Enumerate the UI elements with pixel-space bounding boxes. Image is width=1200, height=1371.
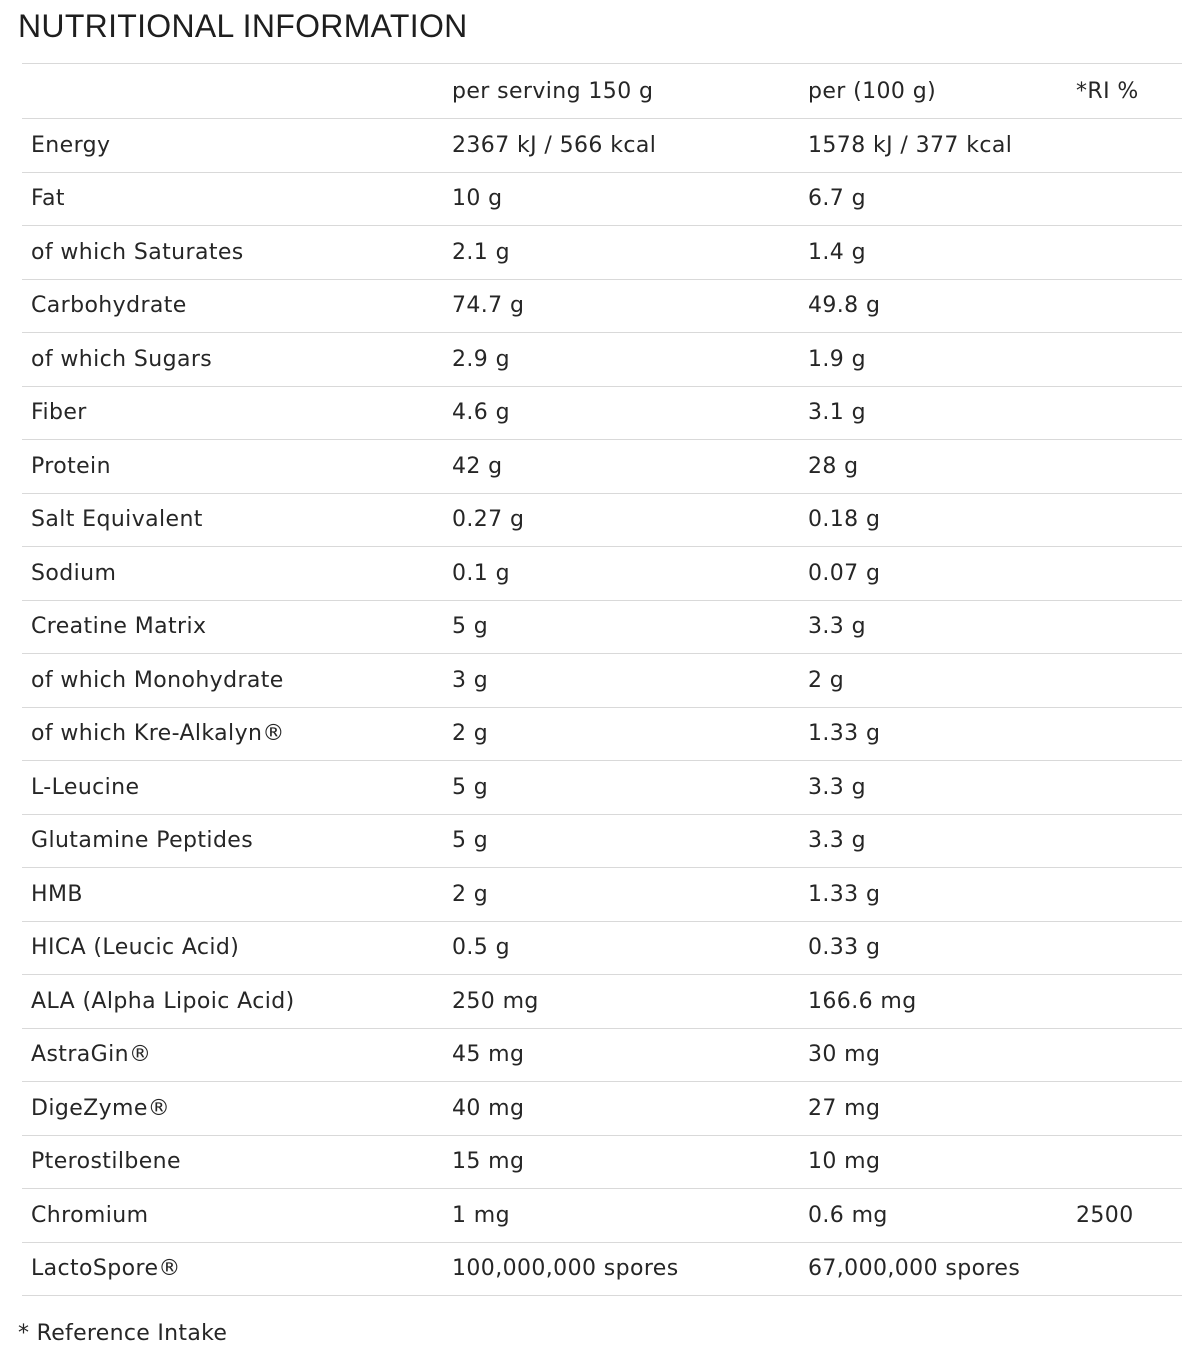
per-100g-value: 30 mg xyxy=(808,1042,881,1068)
per-serving-value: 4.6 g xyxy=(452,400,510,426)
header-ri: *RI % xyxy=(1076,78,1139,104)
per-100g-value: 1.33 g xyxy=(808,881,881,907)
table-row: of which Kre-Alkalyn® 2 g 1.33 g xyxy=(22,708,1182,761)
nutrient-name: Carbohydrate xyxy=(31,293,187,319)
per-100g-value: 2 g xyxy=(808,667,845,693)
per-100g-value: 0.6 mg xyxy=(808,1202,888,1228)
per-serving-value: 74.7 g xyxy=(452,293,525,319)
nutrient-name: HICA (Leucic Acid) xyxy=(31,935,240,961)
per-serving-value: 0.5 g xyxy=(452,935,510,961)
per-100g-value: 27 mg xyxy=(808,1095,881,1121)
nutrient-name: HMB xyxy=(31,881,83,907)
header-per-100g: per (100 g) xyxy=(808,78,937,104)
nutrient-name: Creatine Matrix xyxy=(31,614,207,640)
footnote: * Reference Intake xyxy=(18,1321,228,1346)
per-serving-value: 2.9 g xyxy=(452,346,510,372)
table-row: Protein 42 g 28 g xyxy=(22,440,1182,494)
ri-value: 2500 xyxy=(1076,1202,1134,1228)
nutrient-name: of which Monohydrate xyxy=(31,667,284,693)
nutrient-name: Pterostilbene xyxy=(31,1149,181,1175)
per-serving-value: 2 g xyxy=(452,721,489,747)
nutrient-name: DigeZyme® xyxy=(31,1095,171,1121)
table-row: of which Sugars 2.9 g 1.9 g xyxy=(22,333,1182,387)
table-row: Fiber 4.6 g 3.1 g xyxy=(22,387,1182,440)
table-row: of which Monohydrate 3 g 2 g xyxy=(22,654,1182,708)
per-100g-value: 3.3 g xyxy=(808,828,866,854)
per-100g-value: 28 g xyxy=(808,453,859,479)
per-serving-value: 5 g xyxy=(452,828,489,854)
table-row: ALA (Alpha Lipoic Acid) 250 mg 166.6 mg xyxy=(22,975,1182,1029)
table-row: Fat 10 g 6.7 g xyxy=(22,173,1182,226)
per-serving-value: 40 mg xyxy=(452,1095,525,1121)
table-row: Energy 2367 kJ / 566 kcal 1578 kJ / 377 kc… xyxy=(22,119,1182,173)
table-header-row: per serving 150 g per (100 g) *RI % xyxy=(22,64,1182,119)
table-row: Pterostilbene 15 mg 10 mg xyxy=(22,1136,1182,1189)
nutrient-name: ALA (Alpha Lipoic Acid) xyxy=(31,988,295,1014)
per-serving-value: 100,000,000 spores xyxy=(452,1256,679,1282)
nutrient-name: Sodium xyxy=(31,560,117,586)
per-serving-value: 2367 kJ / 566 kcal xyxy=(452,132,657,158)
table-row: L-Leucine 5 g 3.3 g xyxy=(22,761,1182,815)
table-row: HICA (Leucic Acid) 0.5 g 0.33 g xyxy=(22,922,1182,975)
per-100g-value: 1.33 g xyxy=(808,721,881,747)
nutrient-name: of which Sugars xyxy=(31,346,213,372)
per-100g-value: 3.1 g xyxy=(808,400,866,426)
per-100g-value: 0.07 g xyxy=(808,560,881,586)
per-100g-value: 67,000,000 spores xyxy=(808,1256,1021,1282)
header-per-serving: per serving 150 g xyxy=(452,78,654,104)
nutrient-name: Fat xyxy=(31,186,65,212)
per-100g-value: 1.9 g xyxy=(808,346,866,372)
table-row: Chromium 1 mg 0.6 mg 2500 xyxy=(22,1189,1182,1243)
per-serving-value: 1 mg xyxy=(452,1202,510,1228)
nutrient-name: Energy xyxy=(31,132,111,158)
nutrient-name: Protein xyxy=(31,453,111,479)
per-100g-value: 49.8 g xyxy=(808,293,881,319)
per-serving-value: 3 g xyxy=(452,667,489,693)
per-serving-value: 5 g xyxy=(452,774,489,800)
per-100g-value: 3.3 g xyxy=(808,774,866,800)
nutrient-name: LactoSpore® xyxy=(31,1256,181,1282)
per-serving-value: 5 g xyxy=(452,614,489,640)
per-100g-value: 3.3 g xyxy=(808,614,866,640)
per-serving-value: 42 g xyxy=(452,453,503,479)
table-row: of which Saturates 2.1 g 1.4 g xyxy=(22,226,1182,280)
per-100g-value: 1578 kJ / 377 kcal xyxy=(808,132,1013,158)
per-serving-value: 45 mg xyxy=(452,1042,525,1068)
per-100g-value: 0.18 g xyxy=(808,507,881,533)
per-serving-value: 0.1 g xyxy=(452,560,510,586)
table-row: Glutamine Peptides 5 g 3.3 g xyxy=(22,815,1182,868)
per-100g-value: 0.33 g xyxy=(808,935,881,961)
table-row: LactoSpore® 100,000,000 spores 67,000,000 … xyxy=(22,1243,1182,1296)
nutrient-name: of which Kre-Alkalyn® xyxy=(31,721,285,747)
table-row: Creatine Matrix 5 g 3.3 g xyxy=(22,601,1182,654)
table-row: AstraGin® 45 mg 30 mg xyxy=(22,1029,1182,1082)
nutrient-name: Chromium xyxy=(31,1202,149,1228)
nutrient-name: Fiber xyxy=(31,400,87,426)
nutrient-name: AstraGin® xyxy=(31,1042,152,1068)
per-serving-value: 10 g xyxy=(452,186,503,212)
table-row: Salt Equivalent 0.27 g 0.18 g xyxy=(22,494,1182,547)
per-100g-value: 6.7 g xyxy=(808,186,866,212)
per-serving-value: 15 mg xyxy=(452,1149,525,1175)
per-100g-value: 1.4 g xyxy=(808,239,866,265)
table-row: Carbohydrate 74.7 g 49.8 g xyxy=(22,280,1182,333)
per-100g-value: 10 mg xyxy=(808,1149,881,1175)
nutrient-name: Salt Equivalent xyxy=(31,507,203,533)
nutrient-name: L-Leucine xyxy=(31,774,140,800)
per-serving-value: 2 g xyxy=(452,881,489,907)
nutrition-table: per serving 150 g per (100 g) *RI % Ener… xyxy=(22,63,1182,1296)
per-100g-value: 166.6 mg xyxy=(808,988,917,1014)
table-row: DigeZyme® 40 mg 27 mg xyxy=(22,1082,1182,1136)
per-serving-value: 250 mg xyxy=(452,988,539,1014)
table-body: Energy 2367 kJ / 566 kcal 1578 kJ / 377 kc… xyxy=(22,119,1182,1296)
nutrient-name: Glutamine Peptides xyxy=(31,828,254,854)
nutrient-name: of which Saturates xyxy=(31,239,244,265)
table-row: Sodium 0.1 g 0.07 g xyxy=(22,547,1182,601)
page-title: NUTRITIONAL INFORMATION xyxy=(18,8,468,44)
per-serving-value: 0.27 g xyxy=(452,507,525,533)
table-row: HMB 2 g 1.33 g xyxy=(22,868,1182,922)
per-serving-value: 2.1 g xyxy=(452,239,510,265)
